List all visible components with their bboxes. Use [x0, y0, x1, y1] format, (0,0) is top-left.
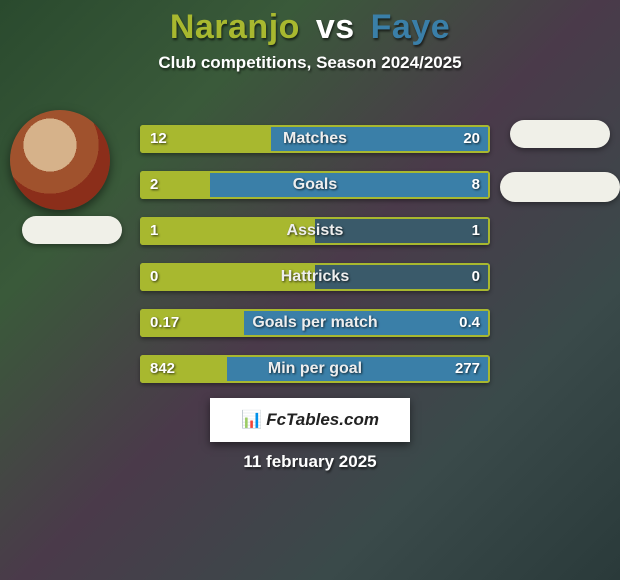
stat-row: Goals2 8: [140, 171, 490, 199]
stat-value-right: 0.4: [459, 309, 480, 337]
stat-row: Assists1 1: [140, 217, 490, 245]
page-title: Naranjo vs Faye: [0, 0, 620, 47]
brand-badge: 📊FcTables.com: [210, 398, 410, 442]
stat-label: Matches: [140, 125, 490, 153]
subtitle: Club competitions, Season 2024/2025: [0, 53, 620, 73]
stat-value-left: 0: [150, 263, 158, 291]
stat-row: Matches12 20: [140, 125, 490, 153]
stat-value-left: 2: [150, 171, 158, 199]
chart-icon: 📊: [241, 410, 262, 429]
stat-value-left: 842: [150, 355, 175, 383]
stat-value-left: 0.17: [150, 309, 179, 337]
stat-value-right: 277: [455, 355, 480, 383]
player1-name: Naranjo: [170, 8, 300, 46]
stat-value-left: 12: [150, 125, 167, 153]
stat-label: Min per goal: [140, 355, 490, 383]
stat-row: Hattricks0 0: [140, 263, 490, 291]
vs-text: vs: [316, 8, 355, 46]
stat-value-left: 1: [150, 217, 158, 245]
stat-value-right: 0: [472, 263, 480, 291]
player1-team-badge: [22, 216, 122, 244]
stat-value-right: 1: [472, 217, 480, 245]
stat-label: Assists: [140, 217, 490, 245]
player1-avatar: [10, 110, 110, 210]
stat-label: Goals: [140, 171, 490, 199]
stats-container: Matches12 20 Goals2 8 Assists1 1 Hattricks0 0 Go…: [140, 125, 490, 401]
footer-date: 11 february 2025: [0, 452, 620, 472]
player2-name: Faye: [371, 8, 451, 46]
brand-text: FcTables.com: [266, 410, 379, 429]
stat-value-right: 20: [463, 125, 480, 153]
stat-label: Goals per match: [140, 309, 490, 337]
stat-value-right: 8: [472, 171, 480, 199]
stat-row: Min per goal842 277: [140, 355, 490, 383]
player2-team-badge: [500, 172, 620, 202]
player2-avatar: [510, 120, 610, 148]
stat-label: Hattricks: [140, 263, 490, 291]
stat-row: Goals per match0.17 0.4: [140, 309, 490, 337]
